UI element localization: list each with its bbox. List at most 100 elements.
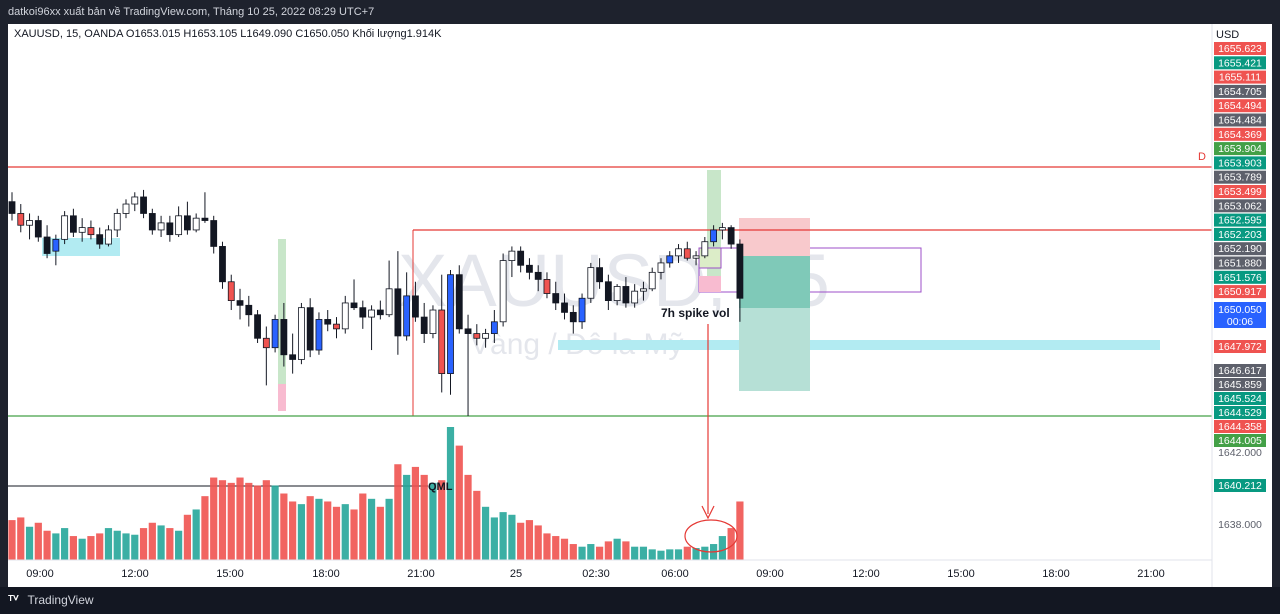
volume-bar (525, 520, 534, 560)
price-label-text: 1653.904 (1218, 143, 1262, 155)
candle (175, 206, 183, 238)
time-tick-label: 15:00 (216, 568, 244, 580)
candle (473, 324, 481, 346)
price-label-text: 1655.421 (1218, 57, 1262, 69)
time-axis[interactable]: 09:00 12:00 15:00 18:00 21:00 25 02:30 06:00 09:… (26, 568, 1165, 580)
price-chart[interactable]: XAUUSD, 15 Vàng / Đô la Mỹ 7h spike volQ… (8, 24, 1272, 587)
qml-label: QML (428, 481, 453, 493)
volume-bar (8, 520, 16, 560)
legend-volume: Khối lượng1.914K (352, 28, 442, 40)
candle (552, 281, 560, 311)
time-tick-label: 21:00 (407, 568, 435, 580)
volume-bar (446, 427, 455, 560)
candles-layer (8, 189, 744, 416)
volume-bar (473, 490, 481, 560)
candle (69, 208, 77, 238)
candle (543, 272, 551, 299)
volume-bar (411, 466, 420, 560)
volume-bar (17, 517, 25, 560)
candle (324, 310, 332, 332)
price-label-box (1214, 84, 1266, 98)
price-label-text: 1651.576 (1218, 272, 1262, 284)
candle (376, 300, 384, 320)
candle (429, 305, 437, 339)
volume-bar (394, 464, 402, 560)
price-label-box (1214, 99, 1266, 113)
candle (534, 265, 542, 292)
candle (236, 288, 244, 320)
volume-bar (692, 548, 700, 560)
candle (227, 274, 235, 311)
price-label-text: 1645.859 (1218, 379, 1262, 391)
price-label-box (1214, 479, 1266, 492)
candle (622, 277, 630, 308)
price-label-box (1214, 270, 1266, 284)
candle (210, 215, 218, 254)
volume-bar (569, 544, 577, 560)
volume-bar (508, 514, 516, 560)
candle (447, 269, 454, 395)
candle (219, 241, 226, 289)
candle (306, 298, 314, 358)
price-label-text: 1655.623 (1218, 43, 1262, 55)
chart-background (8, 24, 1272, 587)
candle (499, 253, 507, 327)
time-tick-label: 12:00 (852, 568, 880, 580)
volume-bar (139, 528, 148, 560)
price-label-box (1214, 406, 1266, 419)
candle (517, 246, 525, 273)
candle (683, 241, 691, 261)
candle (113, 208, 121, 238)
price-label-box (1214, 113, 1266, 127)
current-price-box (1214, 302, 1266, 328)
volume-bar (376, 506, 384, 560)
candle (192, 213, 200, 233)
candle (34, 215, 42, 242)
volume-bar (587, 544, 595, 560)
candle (157, 215, 165, 238)
volume-bar (420, 474, 428, 560)
price-label-text: 1652.203 (1218, 229, 1262, 241)
vertical-highlight-pink (278, 384, 286, 411)
candle (140, 189, 147, 219)
time-tick-label: 15:00 (947, 568, 975, 580)
candle (122, 199, 130, 219)
price-label-text: 1640.212 (1218, 480, 1262, 492)
volume-bar (639, 546, 648, 560)
legend-open: O1653.015 (125, 28, 181, 40)
price-label-box (1214, 213, 1266, 227)
candle (148, 208, 156, 235)
volume-bar (622, 541, 630, 560)
candle (587, 262, 595, 303)
volume-bar (534, 525, 542, 560)
range-box-pink (699, 276, 721, 292)
volume-bar (517, 522, 525, 560)
candle (420, 302, 428, 343)
time-tick-label: 09:00 (26, 568, 54, 580)
volume-bar (25, 526, 34, 560)
price-label-text: 1653.789 (1218, 172, 1262, 184)
price-label-box (1214, 127, 1266, 141)
volume-bar (657, 550, 665, 560)
frame-right (1272, 24, 1280, 587)
time-tick-label: 18:00 (1042, 568, 1070, 580)
publish-header-text: datkoi96xx xuất bản về TradingView.com, … (8, 6, 375, 18)
volume-bar (113, 530, 121, 560)
candle (631, 284, 639, 308)
time-tick-label: 09:00 (756, 568, 784, 580)
volume-bar (543, 533, 551, 560)
candle (727, 225, 735, 249)
short-position-stop (739, 218, 810, 256)
volume-bar (718, 536, 726, 560)
time-tick-label: 21:00 (1137, 568, 1165, 580)
volume-bar (403, 474, 411, 560)
volume-bar (157, 525, 165, 560)
candle (166, 215, 174, 242)
demand-zone-right (558, 340, 1160, 350)
candle (131, 192, 139, 212)
price-axis[interactable]: USD 1655.623 1655.421 1655.111 1654.705 1654.… (1214, 29, 1266, 531)
candle (271, 314, 279, 353)
volume-bar (455, 445, 463, 560)
price-label-text: 1654.705 (1218, 86, 1262, 98)
volume-bar (578, 546, 586, 560)
